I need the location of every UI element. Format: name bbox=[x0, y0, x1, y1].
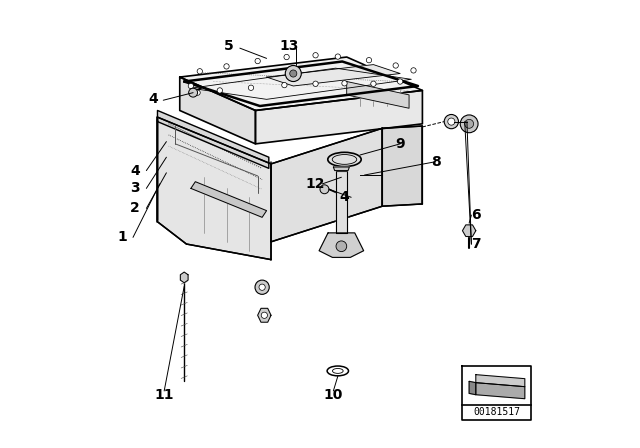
Text: 4: 4 bbox=[148, 92, 158, 106]
Circle shape bbox=[197, 69, 202, 74]
Circle shape bbox=[189, 88, 198, 97]
Circle shape bbox=[255, 58, 260, 64]
Polygon shape bbox=[255, 90, 422, 144]
Circle shape bbox=[259, 284, 265, 290]
Circle shape bbox=[411, 68, 416, 73]
Circle shape bbox=[282, 82, 287, 88]
Circle shape bbox=[217, 88, 223, 93]
Polygon shape bbox=[157, 111, 269, 168]
Circle shape bbox=[188, 83, 193, 89]
Text: 6: 6 bbox=[471, 208, 481, 222]
Polygon shape bbox=[180, 272, 188, 283]
Circle shape bbox=[342, 81, 347, 86]
Polygon shape bbox=[333, 167, 349, 171]
Text: 4: 4 bbox=[131, 164, 140, 177]
Text: 00181517: 00181517 bbox=[474, 407, 520, 418]
Text: 3: 3 bbox=[131, 181, 140, 195]
Polygon shape bbox=[271, 128, 382, 242]
Text: 1: 1 bbox=[117, 230, 127, 244]
Circle shape bbox=[393, 63, 398, 68]
Circle shape bbox=[397, 79, 403, 84]
Circle shape bbox=[460, 115, 478, 133]
Circle shape bbox=[285, 65, 301, 82]
Polygon shape bbox=[476, 383, 525, 399]
Text: 9: 9 bbox=[396, 137, 405, 151]
Circle shape bbox=[371, 81, 376, 86]
Polygon shape bbox=[319, 233, 364, 258]
Circle shape bbox=[313, 52, 318, 58]
Circle shape bbox=[336, 241, 347, 252]
Polygon shape bbox=[258, 308, 271, 322]
Polygon shape bbox=[157, 117, 271, 260]
Polygon shape bbox=[463, 225, 476, 237]
Circle shape bbox=[224, 64, 229, 69]
Circle shape bbox=[465, 119, 474, 128]
Circle shape bbox=[320, 185, 329, 194]
Polygon shape bbox=[382, 126, 422, 206]
Text: 5: 5 bbox=[224, 39, 234, 53]
Polygon shape bbox=[267, 65, 400, 86]
Circle shape bbox=[255, 280, 269, 294]
Circle shape bbox=[261, 312, 268, 319]
Polygon shape bbox=[180, 57, 422, 111]
Polygon shape bbox=[476, 375, 525, 387]
Text: 4: 4 bbox=[340, 190, 349, 204]
Text: 11: 11 bbox=[154, 388, 174, 402]
Circle shape bbox=[444, 115, 458, 129]
Polygon shape bbox=[191, 182, 267, 217]
Circle shape bbox=[284, 54, 289, 60]
Circle shape bbox=[248, 85, 253, 90]
Polygon shape bbox=[180, 77, 255, 144]
Text: 2: 2 bbox=[131, 202, 140, 215]
Circle shape bbox=[290, 70, 297, 77]
Text: 10: 10 bbox=[324, 388, 343, 402]
Circle shape bbox=[195, 90, 200, 95]
Text: 7: 7 bbox=[471, 237, 481, 251]
Circle shape bbox=[313, 81, 318, 86]
Text: 13: 13 bbox=[279, 39, 298, 53]
Text: 12: 12 bbox=[306, 177, 325, 191]
Polygon shape bbox=[469, 381, 476, 395]
Circle shape bbox=[366, 57, 372, 63]
Circle shape bbox=[335, 54, 340, 59]
Circle shape bbox=[448, 118, 455, 125]
Polygon shape bbox=[347, 82, 409, 108]
Text: 8: 8 bbox=[431, 155, 440, 168]
Polygon shape bbox=[336, 171, 347, 233]
